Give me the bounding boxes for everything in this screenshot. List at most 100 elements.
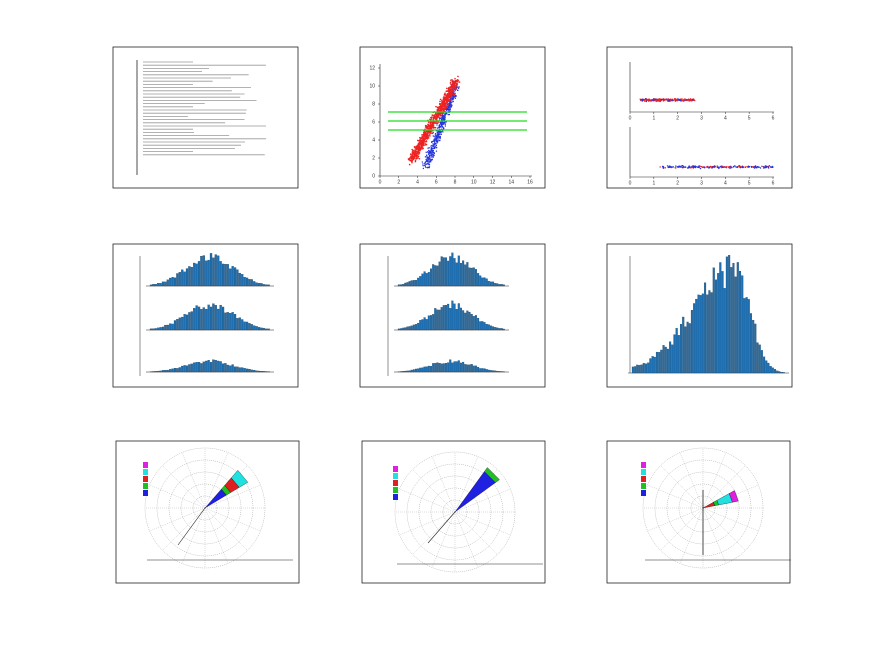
point	[443, 102, 446, 105]
point	[450, 92, 453, 95]
point	[413, 153, 416, 156]
hist-bar	[262, 371, 265, 373]
point	[700, 165, 702, 168]
point	[427, 156, 429, 159]
point	[640, 99, 642, 101]
rose-spoke	[399, 511, 456, 536]
hist-bar	[205, 260, 208, 287]
hist-bar	[677, 335, 680, 374]
point	[430, 130, 432, 133]
point	[670, 98, 672, 100]
point	[430, 145, 432, 147]
point	[423, 135, 426, 138]
hist-bar	[743, 298, 746, 374]
x-tick-label: 8	[454, 179, 457, 185]
point	[437, 137, 439, 139]
hist-bar	[166, 279, 169, 287]
hist-bar	[200, 363, 203, 373]
hist-bar	[430, 268, 433, 287]
point	[458, 86, 460, 88]
point	[427, 166, 430, 168]
point	[430, 156, 432, 158]
hist-bar	[265, 284, 268, 287]
point	[428, 127, 430, 130]
point	[428, 133, 431, 135]
point	[457, 75, 459, 78]
hist-bar	[193, 308, 196, 331]
hist-bar	[479, 321, 482, 331]
point	[444, 125, 447, 127]
hist-bar	[671, 344, 674, 374]
point	[692, 99, 694, 101]
point	[719, 166, 722, 168]
point	[439, 138, 441, 140]
point	[698, 165, 700, 167]
point	[416, 139, 419, 142]
point	[455, 94, 457, 97]
point	[441, 124, 443, 127]
hist-bar	[224, 312, 227, 331]
hist-bar	[173, 368, 177, 373]
point	[452, 95, 455, 97]
point	[686, 99, 688, 102]
hist-bar	[436, 265, 439, 287]
hist-bar	[154, 328, 157, 331]
hist-bar	[226, 364, 229, 373]
point	[424, 136, 427, 139]
point	[438, 109, 440, 112]
hist-bar	[658, 352, 661, 374]
hist-bar	[701, 293, 704, 374]
hist-bar	[185, 365, 189, 373]
point	[435, 136, 438, 138]
hist-bar	[224, 264, 227, 287]
hist-bar	[470, 364, 473, 373]
rose-ring	[642, 447, 764, 569]
point	[434, 117, 437, 119]
point	[415, 156, 418, 158]
hist-bar	[442, 305, 445, 331]
point	[764, 166, 767, 169]
hist-bar	[669, 341, 672, 374]
point	[425, 125, 428, 127]
rose-spoke	[204, 452, 229, 509]
hist-bar	[453, 361, 456, 373]
point	[436, 113, 439, 116]
point	[662, 166, 664, 169]
hist-bar	[229, 365, 232, 373]
point	[428, 151, 431, 153]
point	[440, 126, 443, 128]
point	[426, 166, 428, 169]
point	[425, 132, 428, 135]
hist-bar	[257, 370, 261, 373]
hist-bar	[449, 256, 452, 287]
legend-swatch	[641, 476, 646, 482]
hist-bar	[706, 294, 709, 374]
point	[448, 107, 450, 109]
point	[444, 121, 446, 123]
hist-bar	[195, 362, 198, 373]
point	[443, 95, 445, 98]
x-tick-label: 2	[676, 115, 679, 121]
point	[434, 134, 436, 136]
hist-bar	[406, 370, 409, 373]
hist-bar	[634, 366, 637, 374]
point	[444, 96, 447, 99]
hist-bar	[440, 363, 443, 373]
legend-swatch	[641, 490, 646, 496]
point	[436, 115, 438, 117]
hist-bar	[231, 364, 234, 373]
y-tick-label: 12	[369, 65, 375, 71]
hist-bar	[408, 281, 411, 287]
point	[414, 159, 417, 162]
hist-bar	[166, 324, 169, 331]
hist-bar	[193, 262, 196, 287]
point	[713, 165, 715, 168]
hist-bar	[462, 361, 465, 373]
point	[426, 138, 429, 140]
rose-spoke	[431, 456, 456, 513]
rose-wedge	[484, 467, 500, 483]
hist-bar	[498, 284, 501, 287]
point	[411, 148, 413, 151]
hist-bar	[221, 363, 225, 373]
point	[419, 140, 421, 143]
